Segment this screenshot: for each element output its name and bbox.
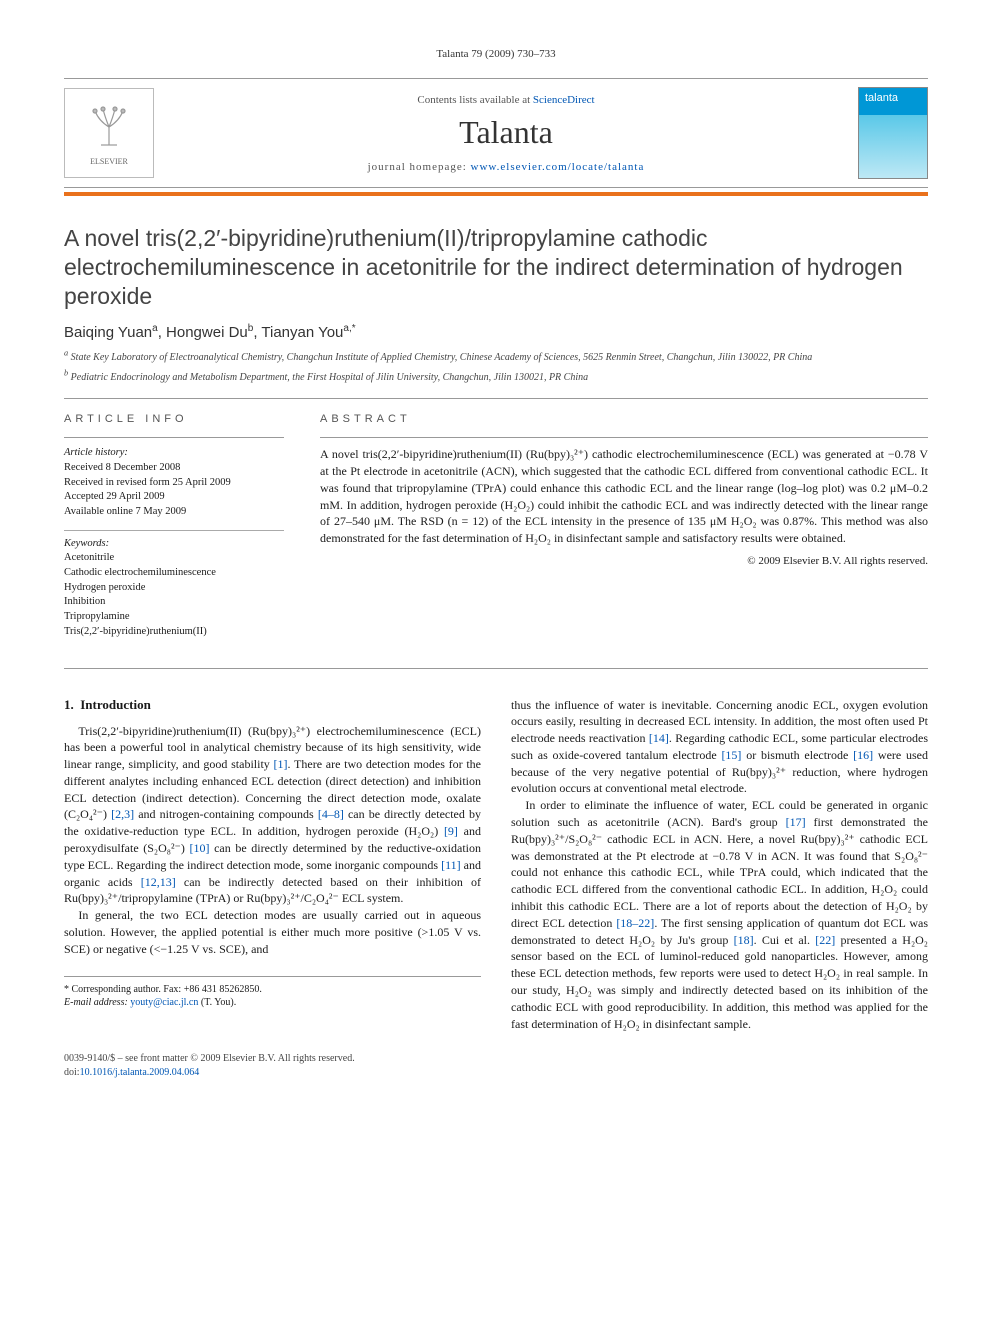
- body-p4: In order to eliminate the influence of w…: [511, 797, 928, 1032]
- body-p3: thus the influence of water is inevitabl…: [511, 697, 928, 798]
- cover-label: talanta: [865, 92, 898, 104]
- homepage-line: journal homepage: www.elsevier.com/locat…: [170, 161, 842, 173]
- orange-divider: [64, 192, 928, 196]
- keyword-3: Inhibition: [64, 595, 284, 610]
- history-received: Received 8 December 2008: [64, 461, 284, 476]
- elsevier-logo: ELSEVIER: [64, 88, 154, 178]
- doi-line: doi:10.1016/j.talanta.2009.04.064: [64, 1066, 928, 1080]
- email-line: E-mail address: youty@ciac.jl.cn (T. You…: [64, 996, 481, 1010]
- masthead-center: Contents lists available at ScienceDirec…: [170, 94, 842, 173]
- running-head: Talanta 79 (2009) 730–733: [64, 48, 928, 60]
- elsevier-label: ELSEVIER: [90, 157, 128, 166]
- abstract-text: A novel tris(2,2′-bipyridine)ruthenium(I…: [320, 446, 928, 547]
- journal-name: Talanta: [170, 114, 842, 151]
- article-title: A novel tris(2,2′-bipyridine)ruthenium(I…: [64, 224, 928, 310]
- corr-email-link[interactable]: youty@ciac.jl.cn: [130, 997, 198, 1008]
- contents-prefix: Contents lists available at: [417, 94, 532, 106]
- history-online: Available online 7 May 2009: [64, 505, 284, 520]
- rule-1: [64, 398, 928, 399]
- authors: Baiqing Yuana, Hongwei Dub, Tianyan Youa…: [64, 324, 928, 341]
- keywords-heading: Keywords:: [64, 537, 284, 552]
- affiliation-a: a State Key Laboratory of Electroanalyti…: [64, 351, 928, 365]
- affiliation-b: b Pediatric Endocrinology and Metabolism…: [64, 371, 928, 385]
- history-revised: Received in revised form 25 April 2009: [64, 476, 284, 491]
- sciencedirect-link[interactable]: ScienceDirect: [533, 94, 595, 106]
- body-p2: In general, the two ECL detection modes …: [64, 907, 481, 957]
- keyword-2: Hydrogen peroxide: [64, 581, 284, 596]
- corr-line: * Corresponding author. Fax: +86 431 852…: [64, 983, 481, 997]
- rule-2: [64, 668, 928, 669]
- homepage-link[interactable]: www.elsevier.com/locate/talanta: [471, 161, 645, 173]
- doi-link[interactable]: 10.1016/j.talanta.2009.04.064: [80, 1067, 200, 1078]
- homepage-prefix: journal homepage:: [368, 161, 471, 173]
- body-columns: 1. Introduction Tris(2,2′-bipyridine)rut…: [64, 697, 928, 1033]
- elsevier-tree-icon: [85, 101, 133, 157]
- abstract-column: ABSTRACT A novel tris(2,2′-bipyridine)ru…: [320, 413, 928, 653]
- history-heading: Article history:: [64, 446, 284, 461]
- body-p1: Tris(2,2′-bipyridine)ruthenium(II) (Ru(b…: [64, 723, 481, 908]
- abstract-copyright: © 2009 Elsevier B.V. All rights reserved…: [320, 555, 928, 567]
- masthead: ELSEVIER Contents lists available at Sci…: [64, 78, 928, 188]
- keyword-1: Cathodic electrochemiluminescence: [64, 566, 284, 581]
- keyword-5: Tris(2,2′-bipyridine)ruthenium(II): [64, 625, 284, 640]
- footer-meta: 0039-9140/$ – see front matter © 2009 El…: [64, 1052, 928, 1079]
- corresponding-footnote: * Corresponding author. Fax: +86 431 852…: [64, 976, 481, 1010]
- keyword-4: Tripropylamine: [64, 610, 284, 625]
- abstract-label: ABSTRACT: [320, 413, 928, 425]
- front-matter-line: 0039-9140/$ – see front matter © 2009 El…: [64, 1052, 928, 1066]
- article-info-label: ARTICLE INFO: [64, 413, 284, 425]
- contents-line: Contents lists available at ScienceDirec…: [170, 94, 842, 106]
- history-accepted: Accepted 29 April 2009: [64, 490, 284, 505]
- article-info-column: ARTICLE INFO Article history: Received 8…: [64, 413, 284, 653]
- keyword-0: Acetonitrile: [64, 551, 284, 566]
- section-heading: 1. Introduction: [64, 697, 481, 713]
- journal-cover-thumb: talanta: [858, 87, 928, 179]
